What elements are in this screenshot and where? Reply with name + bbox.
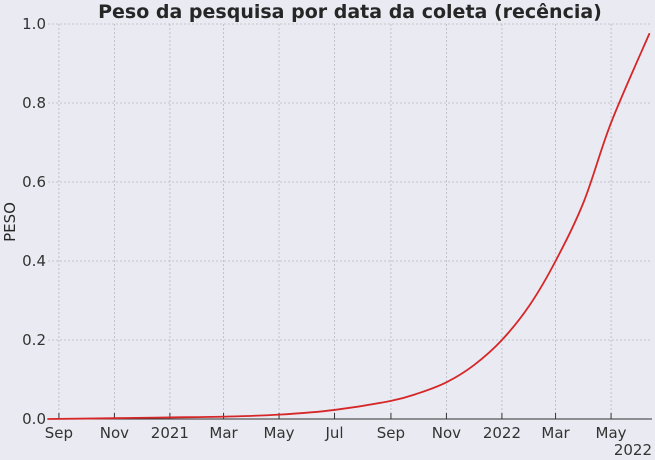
axis-ticks: 0.0 0.2 0.4 0.6 0.8 1.0 Sep Nov 2021 Mar May Jul Sep…: [22, 15, 627, 442]
y-tick-label: 0.6: [22, 173, 46, 191]
x-tick-label: Mar: [209, 424, 238, 442]
x-tick-label: Jul: [324, 424, 343, 442]
x-tick-label: Mar: [541, 424, 570, 442]
series-layer: [47, 32, 651, 420]
x-tick-label: 2022: [483, 424, 521, 442]
series-line: [47, 32, 651, 420]
x-tick-label: Sep: [377, 424, 405, 442]
grid: [48, 23, 652, 420]
y-tick-label: 0.8: [22, 94, 46, 112]
x-tick-label: Nov: [100, 424, 129, 442]
x-tick-label: May: [264, 424, 295, 442]
x-tick-label: Sep: [45, 424, 73, 442]
x-axis-offset-label: 2022: [614, 441, 652, 459]
y-tick-label: 1.0: [22, 15, 46, 33]
x-tick-label: Nov: [432, 424, 461, 442]
y-axis-label: PESO: [1, 202, 19, 242]
y-tick-label: 0.0: [22, 410, 46, 428]
y-tick-label: 0.2: [22, 331, 46, 349]
chart-title: Peso da pesquisa por data da coleta (rec…: [98, 1, 602, 23]
x-tick-label: 2021: [151, 424, 189, 442]
y-tick-label: 0.4: [22, 252, 46, 270]
x-tick-label: May: [596, 424, 627, 442]
